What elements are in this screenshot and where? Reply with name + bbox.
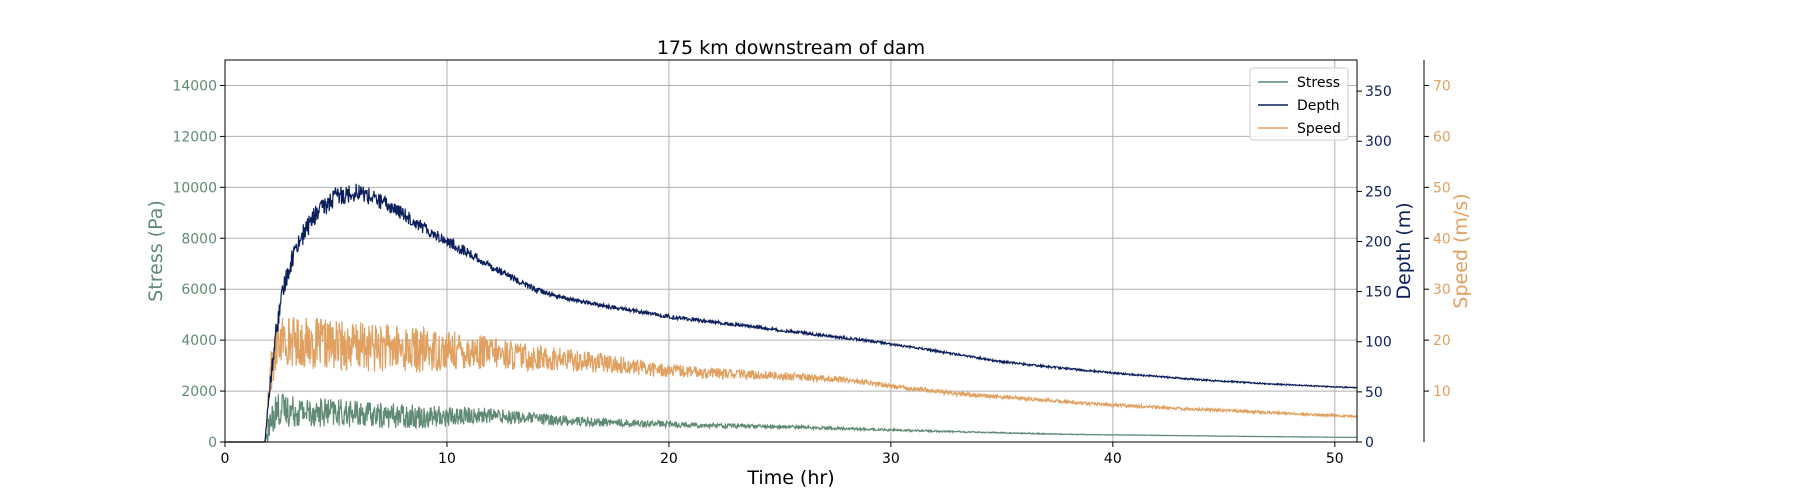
speed-tick-label: 20 [1433, 333, 1451, 349]
stress-tick-label: 12000 [172, 129, 217, 145]
stress-tick-label: 8000 [181, 231, 217, 247]
plot-frame [224, 59, 1358, 443]
series-line-stress [225, 393, 1358, 443]
x-tick-label: 20 [660, 451, 678, 467]
x-tick-label: 30 [882, 451, 900, 467]
speed-tick-label: 50 [1433, 180, 1451, 196]
grid-lines [224, 60, 1357, 443]
legend: Stress Depth Speed [1249, 67, 1349, 141]
depth-tick-label: 350 [1365, 84, 1392, 100]
stress-tick-label: 6000 [181, 282, 217, 298]
legend-box [1249, 67, 1349, 141]
depth-tick-label: 0 [1365, 435, 1374, 451]
series-group [225, 183, 1358, 443]
speed-axis-label: Speed (m/s) [1450, 193, 1472, 308]
legend-label-speed: Speed [1297, 121, 1341, 137]
speed-tick-label: 40 [1433, 231, 1451, 247]
speed-tick-label: 70 [1433, 78, 1451, 94]
stress-axis: 0 2000 4000 6000 8000 10000 12000 14000 [172, 78, 225, 451]
speed-tick-label: 10 [1433, 384, 1451, 400]
x-axis-label: Time (hr) [746, 467, 834, 489]
legend-label-stress: Stress [1297, 75, 1340, 91]
stress-tick-label: 0 [208, 435, 217, 451]
speed-tick-label: 60 [1433, 129, 1451, 145]
chart-title: 175 km downstream of dam [657, 37, 925, 59]
depth-tick-label: 300 [1365, 134, 1392, 150]
depth-axis: 0 50 100 150 200 250 300 350 [1357, 84, 1392, 451]
x-tick-label: 40 [1104, 451, 1122, 467]
series-line-speed [225, 316, 1358, 443]
stress-tick-label: 14000 [172, 78, 217, 94]
speed-tick-label: 30 [1433, 282, 1451, 298]
speed-axis: 10 20 30 40 50 60 70 [1423, 60, 1451, 442]
x-tick-label: 0 [221, 451, 230, 467]
x-tick-label: 50 [1326, 451, 1344, 467]
depth-tick-label: 200 [1365, 234, 1392, 250]
depth-tick-label: 150 [1365, 285, 1392, 301]
depth-tick-label: 50 [1365, 385, 1383, 401]
x-axis: 0 10 20 30 40 50 [221, 442, 1344, 467]
depth-tick-label: 250 [1365, 184, 1392, 200]
depth-axis-label: Depth (m) [1393, 202, 1415, 299]
series-line-depth [225, 183, 1358, 443]
depth-tick-label: 100 [1365, 335, 1392, 351]
stress-tick-label: 10000 [172, 180, 217, 196]
stress-tick-label: 4000 [181, 333, 217, 349]
stress-tick-label: 2000 [181, 384, 217, 400]
stress-axis-label: Stress (Pa) [145, 200, 167, 302]
x-tick-label: 10 [438, 451, 456, 467]
legend-label-depth: Depth [1297, 98, 1340, 114]
